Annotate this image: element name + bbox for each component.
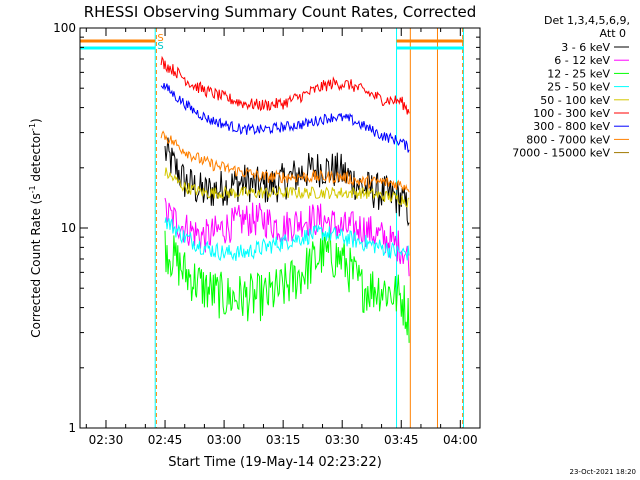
x-tick-label: 03:15 bbox=[266, 433, 301, 447]
legend-att: Att 0 bbox=[600, 27, 626, 40]
legend-entry-label: 100 - 300 keV bbox=[533, 107, 610, 120]
x-tick-label: 03:00 bbox=[207, 433, 242, 447]
series-layer bbox=[160, 55, 410, 343]
y-axis-label-mid: detector bbox=[29, 131, 43, 186]
series-line bbox=[164, 197, 410, 277]
y-axis-label-sup1: -1 bbox=[28, 185, 37, 193]
x-tick-label: 03:30 bbox=[325, 433, 360, 447]
series-line bbox=[160, 83, 410, 153]
x-axis-label: Start Time (19-May-14 02:23:22) bbox=[168, 455, 382, 470]
legend-entry-label: 300 - 800 keV bbox=[533, 120, 610, 133]
chart-title: RHESSI Observing Summary Count Rates, Co… bbox=[84, 3, 477, 21]
legend-entry-label: 50 - 100 keV bbox=[540, 94, 610, 107]
series-line bbox=[160, 130, 410, 193]
legend-entry-label: 12 - 25 keV bbox=[547, 67, 610, 80]
series-line bbox=[164, 230, 410, 343]
legend-entry-label: 800 - 7000 keV bbox=[526, 133, 610, 146]
y-tick-label: 10 bbox=[61, 221, 76, 235]
legend-header: Det 1,3,4,5,6,9, bbox=[544, 14, 630, 27]
y-axis-label-end: ) bbox=[29, 118, 43, 123]
y-tick-label: 100 bbox=[53, 21, 76, 35]
series-line bbox=[164, 217, 410, 262]
series-line bbox=[164, 167, 410, 208]
y-axis: 1 10 100 bbox=[53, 21, 480, 435]
x-tick-label: 04:00 bbox=[443, 433, 478, 447]
flag-label-s: S bbox=[157, 41, 163, 52]
series-line bbox=[160, 55, 410, 115]
y-tick-label: 1 bbox=[68, 421, 76, 435]
legend-entry-label: 7000 - 15000 keV bbox=[512, 147, 610, 160]
x-tick-label: 02:30 bbox=[89, 433, 124, 447]
legend-entry-label: 3 - 6 keV bbox=[561, 41, 610, 54]
vertical-markers: SS bbox=[79, 28, 464, 428]
x-tick-label: 03:45 bbox=[384, 433, 419, 447]
plot-frame bbox=[79, 27, 481, 429]
legend-entry-label: 25 - 50 keV bbox=[547, 81, 610, 94]
y-axis-label-sup2: -1 bbox=[28, 123, 37, 131]
legend-entry-label: 6 - 12 keV bbox=[554, 54, 610, 67]
x-tick-label: 02:45 bbox=[148, 433, 183, 447]
y-axis-label-main: Corrected Count Rate (s bbox=[29, 193, 43, 337]
x-axis: 02:30 02:45 03:00 03:15 03:30 03:45 04:00 bbox=[85, 28, 481, 447]
y-axis-label: Corrected Count Rate (s-1 detector-1) bbox=[28, 118, 43, 337]
flag-label-s: S bbox=[157, 33, 163, 44]
footer-date: 23-Oct-2021 18:20 bbox=[570, 468, 636, 476]
